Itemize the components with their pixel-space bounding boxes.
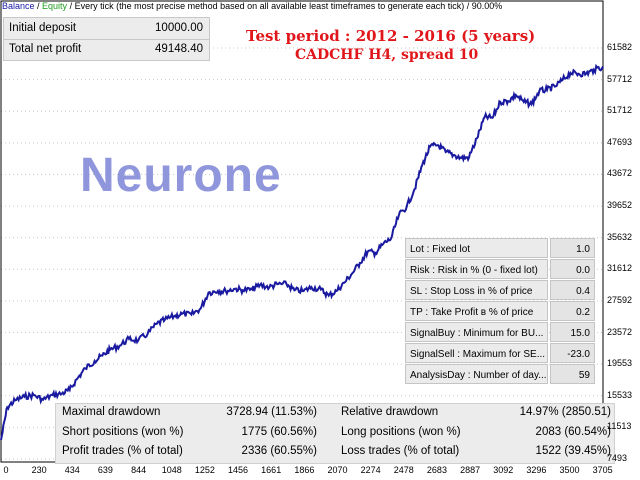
x-tick-label: 0 xyxy=(3,465,9,475)
x-tick-label: 230 xyxy=(31,465,47,475)
x-tick-label: 3296 xyxy=(526,465,547,475)
y-tick-label: 19553 xyxy=(607,358,633,369)
stats-table: Maximal drawdown 3728.94 (11.53%) Relati… xyxy=(55,403,615,464)
param-row: SL : Stop Loss in % of price 0.4 xyxy=(405,280,595,301)
x-tick-label: 2274 xyxy=(360,465,381,475)
x-tick-label: 2070 xyxy=(327,465,348,475)
test-period-title: Test period : 2012 - 2016 (5 years) xyxy=(246,27,536,45)
initial-deposit-value: 10000.00 xyxy=(155,22,203,34)
total-net-profit-label: Total net profit xyxy=(9,43,82,55)
x-tick-label: 1661 xyxy=(261,465,282,475)
param-value: 0.0 xyxy=(550,259,595,279)
param-row: AnalysisDay : Number of day... 59 xyxy=(405,364,595,385)
x-tick-label: 2478 xyxy=(393,465,414,475)
initial-deposit-row: Initial deposit 10000.00 xyxy=(4,18,209,40)
param-label: Risk : Risk in % (0 - fixed lot) xyxy=(405,259,548,279)
header-sep: / xyxy=(34,1,43,11)
profit-trades-label: Profit trades (% of total) xyxy=(62,445,183,457)
param-row: Risk : Risk in % (0 - fixed lot) 0.0 xyxy=(405,259,595,280)
param-row: TP : Take Profit в % of price 0.2 xyxy=(405,301,595,322)
header-text: / Every tick (the most precise method ba… xyxy=(67,1,503,11)
y-tick-label: 15533 xyxy=(607,389,633,400)
y-tick-label: 51712 xyxy=(607,105,633,116)
short-positions-label: Short positions (won %) xyxy=(62,426,184,438)
y-tick-label: 23572 xyxy=(607,326,633,337)
equity-legend: Equity xyxy=(42,1,68,11)
long-positions-label: Long positions (won %) xyxy=(341,426,461,438)
param-value: 0.4 xyxy=(550,280,595,300)
x-tick-label: 3705 xyxy=(592,465,613,475)
profit-trades-value: 2336 (60.55%) xyxy=(241,445,317,457)
x-tick-label: 3500 xyxy=(559,465,580,475)
total-net-profit-row: Total net profit 49148.40 xyxy=(4,39,209,60)
initial-deposit-label: Initial deposit xyxy=(9,22,77,34)
y-tick-label: 27592 xyxy=(607,294,633,305)
chart-header: Balance / Equity / Every tick (the most … xyxy=(2,1,502,11)
param-label: SL : Stop Loss in % of price xyxy=(405,280,548,300)
y-tick-label: 7493 xyxy=(607,453,628,463)
param-row: SignalSell : Maximum for SE... -23.0 xyxy=(405,343,595,364)
param-value: 59 xyxy=(550,364,595,384)
x-tick-label: 2887 xyxy=(460,465,481,475)
param-row: SignalBuy : Minimum for BU... 15.0 xyxy=(405,322,595,343)
y-tick-label: 11513 xyxy=(607,421,632,432)
balance-line xyxy=(0,63,604,441)
y-tick-label: 57712 xyxy=(607,73,633,84)
param-label: AnalysisDay : Number of day... xyxy=(405,364,548,384)
x-tick-label: 1866 xyxy=(294,465,315,475)
param-value: 1.0 xyxy=(550,238,595,258)
param-label: Lot : Fixed lot xyxy=(405,238,548,258)
balance-legend: Balance xyxy=(2,1,35,11)
x-tick-label: 1456 xyxy=(228,465,249,475)
deposit-table: Initial deposit 10000.00 Total net profi… xyxy=(3,17,210,61)
param-value: -23.0 xyxy=(550,343,595,363)
y-tick-label: 61582 xyxy=(607,42,633,52)
param-value: 15.0 xyxy=(550,322,595,342)
x-tick-label: 1048 xyxy=(161,465,182,475)
relative-drawdown-label: Relative drawdown xyxy=(341,406,439,418)
y-tick-label: 47693 xyxy=(607,136,633,147)
param-value: 0.2 xyxy=(550,301,595,321)
x-tick-label: 2683 xyxy=(426,465,447,475)
loss-trades-label: Loss trades (% of total) xyxy=(341,445,460,457)
param-label: TP : Take Profit в % of price xyxy=(405,301,548,321)
symbol-subtitle: CADCHF H4, spread 10 xyxy=(295,47,479,63)
neurone-watermark: Neurone xyxy=(80,149,282,202)
x-tick-label: 3092 xyxy=(493,465,514,475)
y-tick-label: 35632 xyxy=(607,231,633,242)
loss-trades-value: 1522 (39.45%) xyxy=(535,445,611,457)
maximal-drawdown-value: 3728.94 (11.53%) xyxy=(226,406,317,418)
y-tick-label: 43672 xyxy=(607,168,633,179)
x-tick-label: 844 xyxy=(131,465,147,475)
x-tick-label: 434 xyxy=(64,465,80,475)
maximal-drawdown-label: Maximal drawdown xyxy=(62,406,161,418)
param-label: SignalBuy : Minimum for BU... xyxy=(405,322,548,342)
relative-drawdown-value: 14.97% (2850.51) xyxy=(519,406,611,418)
param-label: SignalSell : Maximum for SE... xyxy=(405,343,548,363)
total-net-profit-value: 49148.40 xyxy=(155,43,203,55)
short-positions-value: 1775 (60.56%) xyxy=(241,426,317,438)
x-tick-label: 639 xyxy=(97,465,113,475)
y-tick-label: 31612 xyxy=(607,263,633,274)
param-row: Lot : Fixed lot 1.0 xyxy=(405,238,595,259)
y-tick-label: 39652 xyxy=(607,200,633,211)
long-positions-value: 2083 (60.54%) xyxy=(535,426,611,438)
x-tick-label: 1252 xyxy=(194,465,215,475)
